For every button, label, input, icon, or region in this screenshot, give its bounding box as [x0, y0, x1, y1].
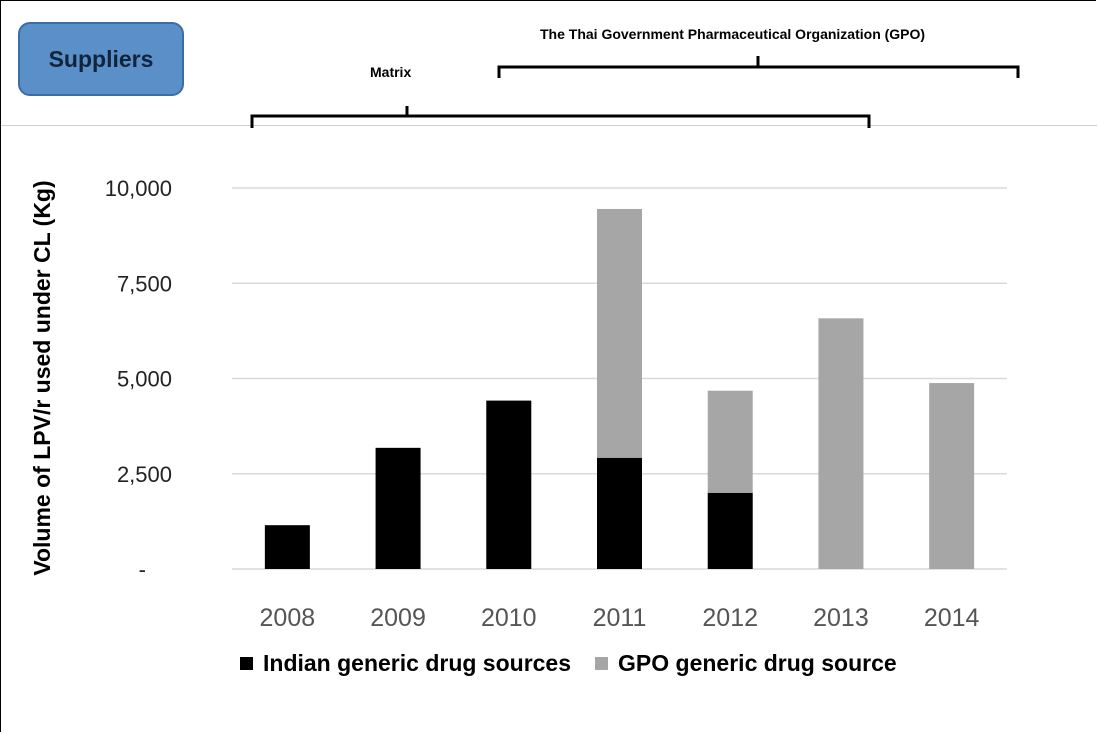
legend: Indian generic drug sources GPO generic … [240, 650, 921, 677]
gpo-label: The Thai Government Pharmaceutical Organ… [540, 26, 926, 42]
x-tick-label: 2011 [593, 604, 647, 632]
matrix-label: Matrix [370, 64, 412, 80]
x-tick-label: 2013 [813, 604, 869, 632]
legend-label-gpo: GPO generic drug source [618, 650, 897, 676]
x-tick-label: 2008 [260, 604, 316, 632]
bar-indian-2008 [264, 525, 310, 569]
legend-item-indian: Indian generic drug sources [240, 650, 571, 677]
bar-gpo-2014 [929, 383, 975, 569]
header-divider [1, 125, 1097, 126]
y-tick-label: 7,500 [117, 271, 172, 296]
bar-gpo-2011 [597, 208, 642, 458]
x-tick-label: 2012 [702, 604, 758, 632]
x-tick-label: 2009 [370, 604, 426, 632]
matrix-bracket [250, 106, 871, 128]
y-tick-label: 5,000 [117, 367, 172, 392]
y-axis-label: Volume of LPV/r used under CL (Kg) [29, 180, 55, 575]
y-tick-label: 10,000 [105, 176, 172, 201]
x-tick-label: 2014 [924, 604, 980, 632]
legend-swatch-gpo [595, 657, 609, 670]
legend-label-indian: Indian generic drug sources [263, 650, 572, 676]
y-tick-label: 2,500 [117, 462, 172, 487]
suppliers-box: Suppliers [18, 22, 184, 96]
bar-indian-2009 [375, 447, 421, 569]
bar-indian-2010 [486, 400, 532, 569]
bar-gpo-2013 [818, 318, 864, 569]
legend-swatch-indian [240, 657, 253, 670]
bar-gpo-2012 [707, 390, 753, 493]
legend-item-gpo: GPO generic drug source [595, 650, 897, 677]
bar-indian-2011 [597, 457, 642, 569]
x-tick-label: 2010 [481, 604, 537, 632]
y-tick-label: - [139, 557, 146, 582]
suppliers-label: Suppliers [48, 45, 154, 72]
bar-indian-2012 [707, 492, 753, 569]
gpo-bracket [497, 56, 1020, 78]
